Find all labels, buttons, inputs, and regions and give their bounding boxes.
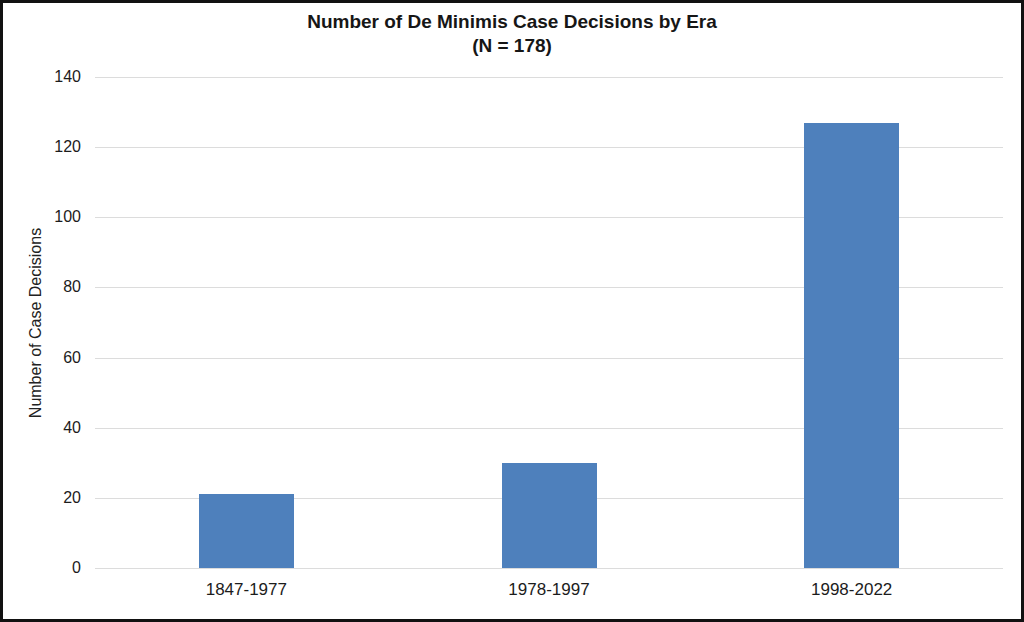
x-tick-label-1847-1977: 1847-1977 — [146, 580, 346, 600]
y-tick-label-0: 0 — [3, 559, 81, 577]
y-tick-label-40: 40 — [3, 419, 81, 437]
gridline-y-0 — [95, 568, 1003, 569]
x-tick-label-1978-1997: 1978-1997 — [449, 580, 649, 600]
y-tick-label-20: 20 — [3, 489, 81, 507]
y-tick-label-100: 100 — [3, 208, 81, 226]
y-tick-label-140: 140 — [3, 68, 81, 86]
y-tick-label-80: 80 — [3, 278, 81, 296]
y-axis-label: Number of Case Decisions — [27, 213, 45, 433]
bar-1978-1997 — [502, 463, 597, 568]
y-tick-label-120: 120 — [3, 138, 81, 156]
x-tick-label-1998-2022: 1998-2022 — [752, 580, 952, 600]
chart-frame: Number of De Minimis Case Decisions by E… — [0, 0, 1024, 622]
chart-subtitle: (N = 178) — [3, 34, 1021, 58]
bar-1847-1977 — [199, 494, 294, 568]
bar-1998-2022 — [804, 123, 899, 568]
chart-title: Number of De Minimis Case Decisions by E… — [3, 10, 1021, 34]
plot-area — [95, 77, 1003, 568]
chart-title-block: Number of De Minimis Case Decisions by E… — [3, 10, 1021, 58]
gridline-y-140 — [95, 77, 1003, 78]
y-tick-label-60: 60 — [3, 349, 81, 367]
